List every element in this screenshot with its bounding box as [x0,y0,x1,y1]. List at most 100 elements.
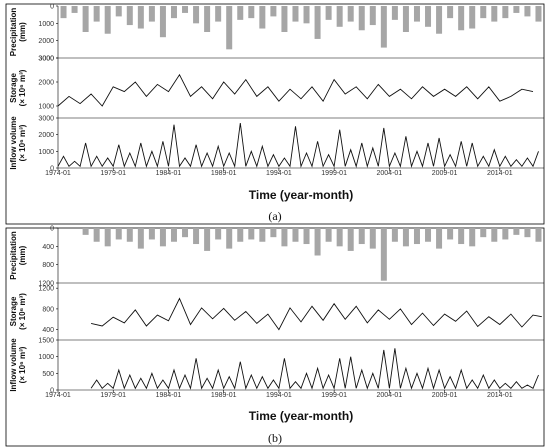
precip-bar [358,228,365,245]
precip-bar [325,6,332,20]
x-tick-label: 2014-01 [487,392,513,399]
precip-bar [524,6,531,17]
precip-bar [137,228,144,249]
precip-bar [159,228,166,247]
storage-y-tick-label: 3000 [38,56,54,63]
panel-caption: (a) [268,209,281,223]
x-tick-label: 2009-01 [432,392,458,399]
x-tick-label: 1994-01 [266,170,292,177]
x-tick-label: 1989-01 [211,392,237,399]
precip-bar [413,228,420,245]
precip-y-tick-label: 1200 [38,281,54,288]
precip-bar [369,228,376,249]
x-tick-label: 1999-01 [321,392,347,399]
inflow-y-axis-label: Inflow volume(× 10⁶ m³) [9,116,27,170]
inflow-series-line [90,348,539,390]
precip-bar [126,6,133,26]
precip-bar [226,6,233,50]
precip-bar [314,6,321,39]
precip-bar [159,6,166,38]
precip-bar [204,6,211,32]
precip-bar [237,228,244,242]
precip-bar [215,6,222,22]
inflow-y-tick-label: 500 [42,371,54,378]
storage-y-tick-label: 2000 [38,80,54,87]
precip-bar [215,228,222,240]
x-tick-label: 2014-01 [487,170,513,177]
precip-bar [391,6,398,20]
precip-bar [182,6,189,13]
precip-bar [248,6,255,19]
precip-y-axis-label-line: (mm) [18,22,27,42]
inflow-y-tick-label: 1000 [38,149,54,156]
x-tick-label: 1979-01 [100,170,126,177]
precip-bar [292,6,299,22]
precip-bar [193,228,200,245]
precip-bar [402,228,409,247]
precip-bar [115,6,122,17]
x-tick-label: 1979-01 [100,392,126,399]
x-tick-label: 1974-01 [45,392,71,399]
inflow-series-line [57,122,539,169]
inflow-y-tick-label: 1000 [38,354,54,361]
precip-bar [425,6,432,27]
storage-series-line [57,73,534,107]
precip-bar [469,6,476,29]
precip-bar [60,6,67,19]
precip-bar [380,228,387,281]
x-tick-label: 1999-01 [321,170,347,177]
precip-bar [281,228,288,247]
inflow-y-axis-label-line: Inflow volume [9,116,18,170]
x-tick-label: 1994-01 [266,392,292,399]
panel-caption: (b) [268,431,282,445]
precip-bar [480,228,487,238]
precip-bar [458,228,465,245]
precip-bar [535,6,542,22]
panel-b: 0 400 800 1200 Precipitation(mm) 400 800 1200 St… [5,226,545,447]
precip-bar [480,6,487,19]
precip-bar [82,228,89,235]
precip-bar [259,6,266,29]
precip-bar [491,6,498,22]
precip-bar [71,6,78,13]
precip-bar [170,6,177,19]
x-tick-label: 1989-01 [211,170,237,177]
inflow-y-axis-label-line: Inflow volume [9,338,18,392]
storage-y-tick-label: 400 [42,327,54,334]
precip-bar [413,6,420,22]
storage-y-tick-label: 800 [42,306,54,313]
precip-y-tick-label: 1000 [38,21,54,28]
x-tick-label: 1984-01 [156,392,182,399]
inflow-y-axis-label: Inflow volume(× 10⁶ m³) [9,338,27,392]
precip-bar [314,228,321,256]
precip-bar [447,6,454,19]
precip-bar [170,228,177,242]
precip-bar [524,228,531,238]
precip-bar [347,6,354,22]
precip-bar [226,228,233,249]
precip-bar [270,228,277,238]
precip-bar [292,228,299,242]
inflow-y-tick-label: 2000 [38,132,54,139]
precip-bar [347,228,354,251]
precip-bar [491,228,498,242]
precip-bar [447,228,454,240]
precip-bar [336,6,343,27]
x-axis-title: Time (year-month) [249,188,353,202]
storage-y-tick-label: 1000 [38,104,54,111]
precip-bar [336,228,343,247]
precip-y-axis-label: Precipitation(mm) [9,231,27,280]
storage-y-axis-label: Storage(× 10⁶ m³) [9,293,27,330]
precip-bar [259,228,266,242]
precip-bar [82,6,89,32]
precip-bar [248,228,255,240]
precip-bar [380,6,387,48]
precip-bar [502,228,509,240]
precip-bar [303,228,310,245]
precip-bar [148,228,155,240]
precip-bar [513,228,520,235]
precip-bar [281,6,288,32]
precip-bar [237,6,244,20]
precip-bar [104,228,111,247]
